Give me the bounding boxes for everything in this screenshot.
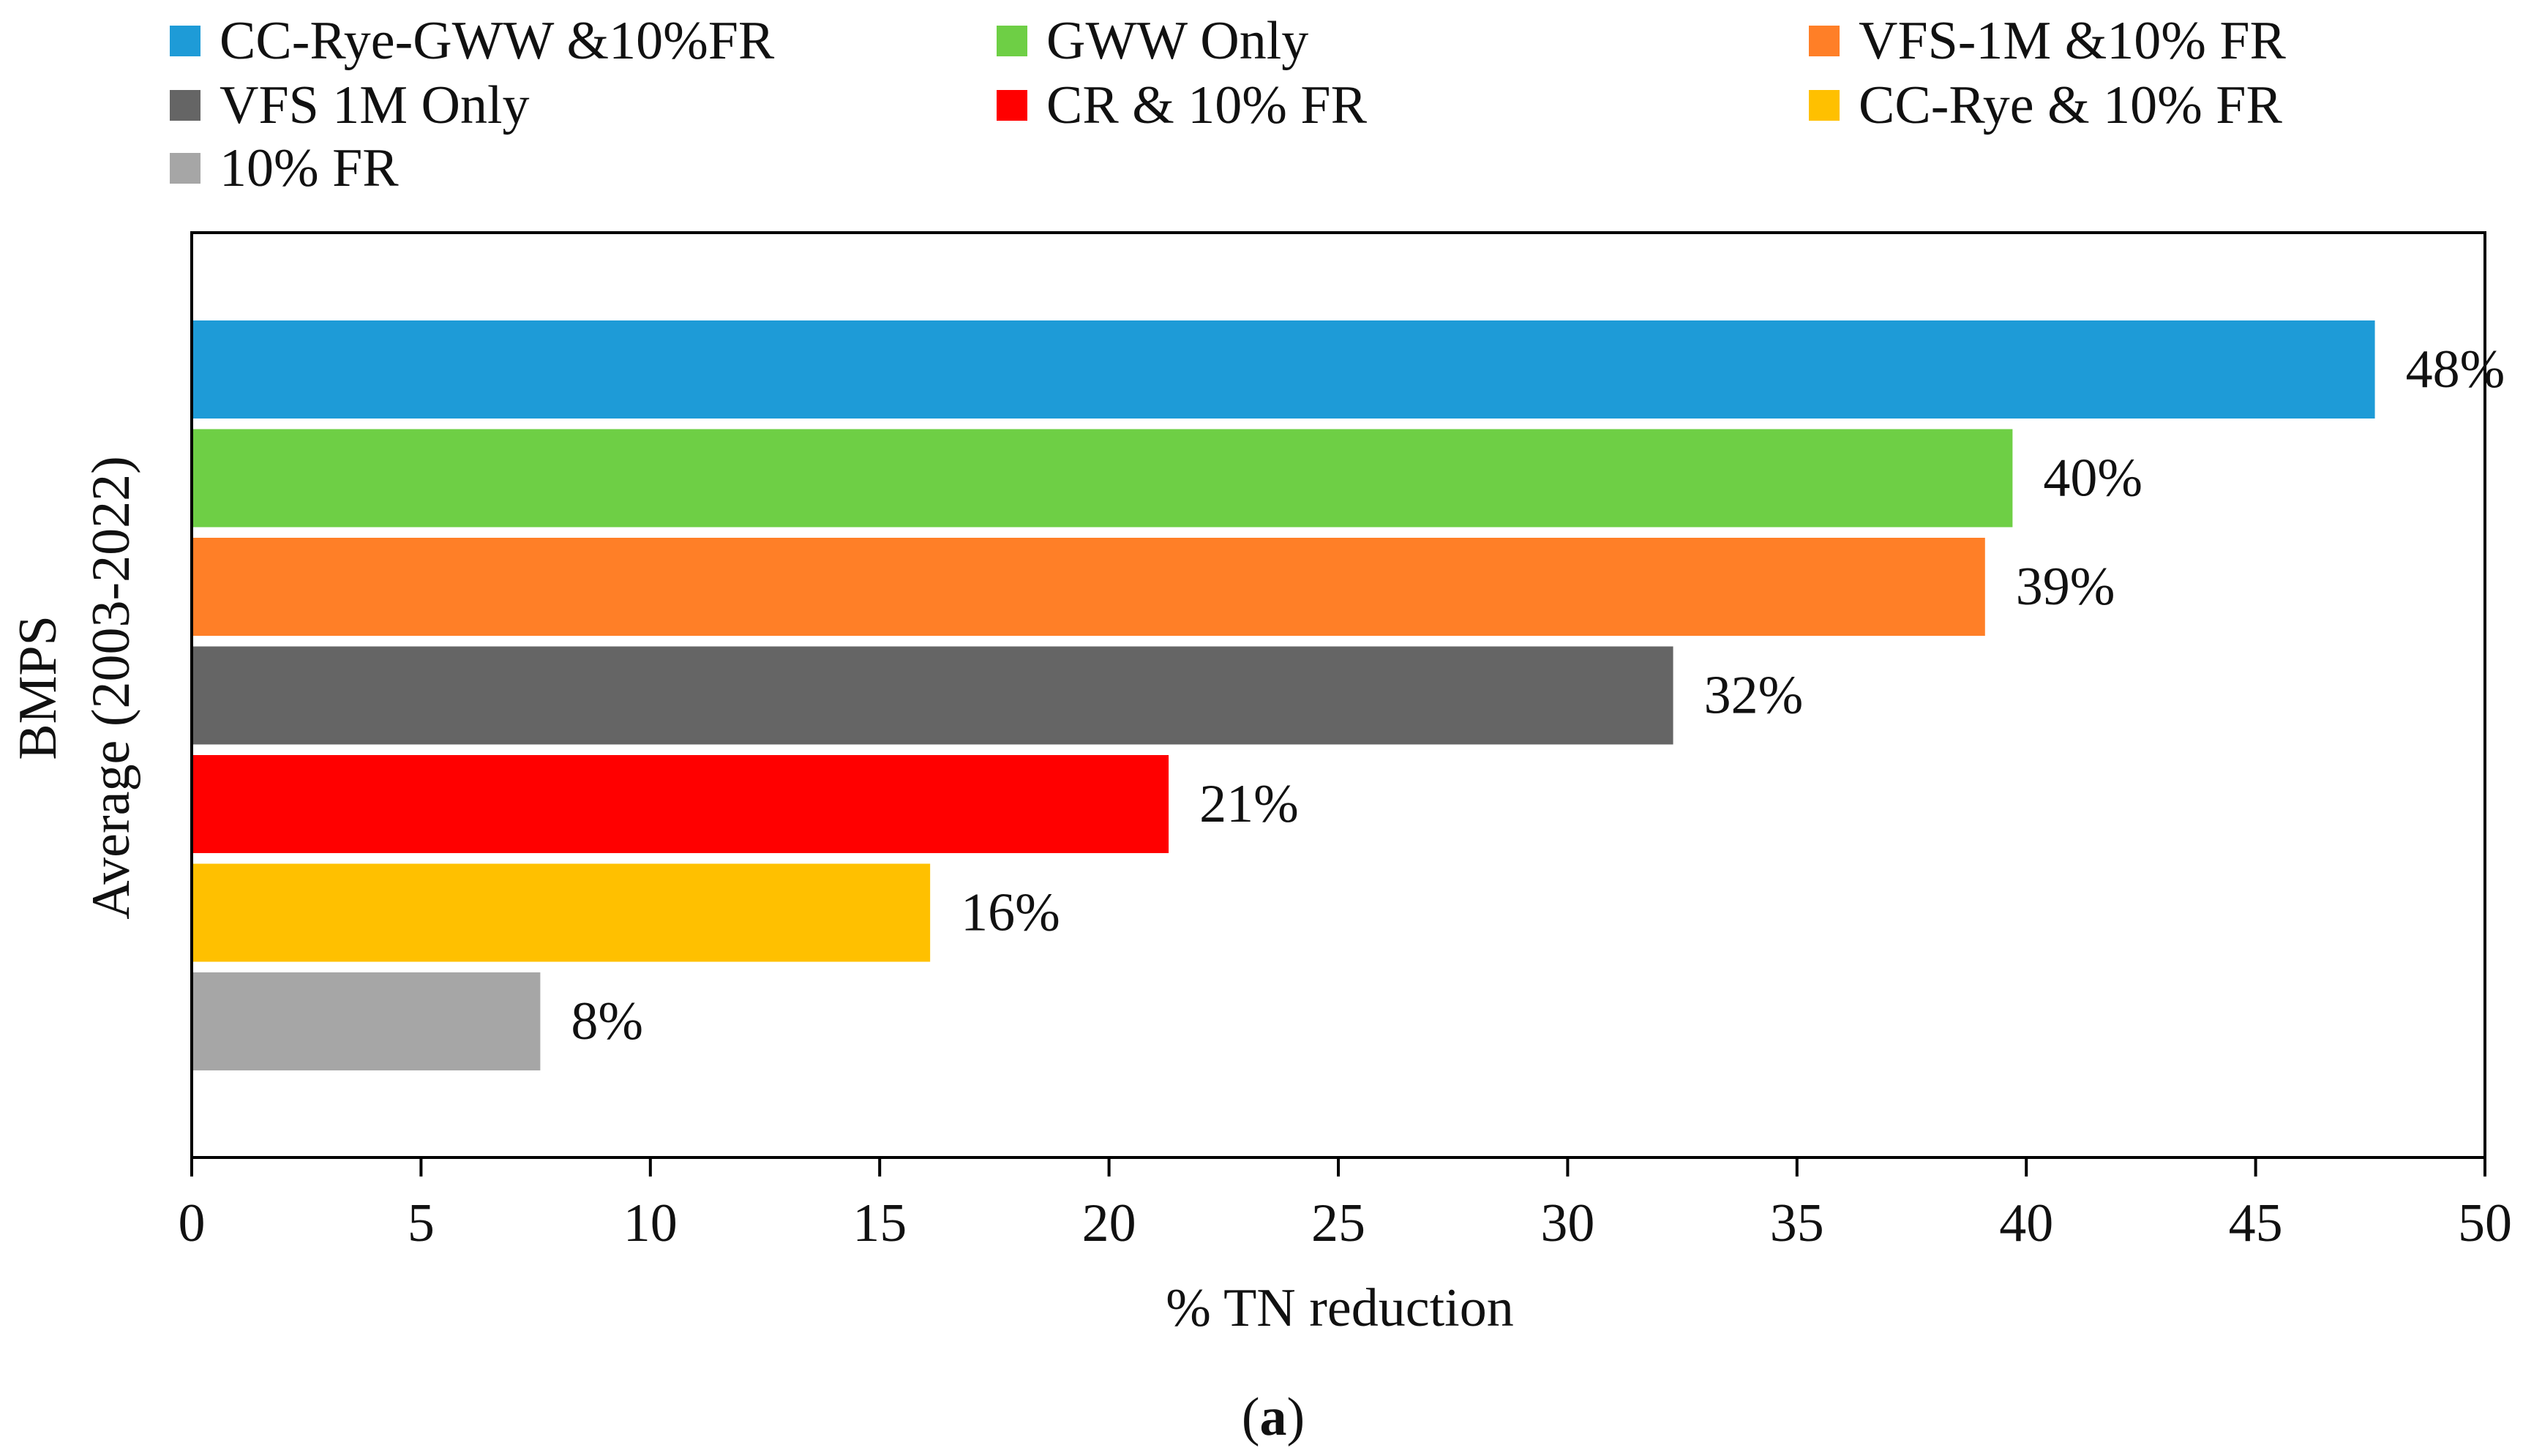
legend-swatch — [170, 153, 200, 184]
x-tick-label: 5 — [408, 1193, 435, 1253]
bar-1 — [193, 320, 2375, 419]
data-label-1: 48% — [2406, 339, 2505, 399]
bar-4 — [193, 646, 1673, 745]
legend-swatch — [1809, 90, 1840, 121]
legend-item-4: VFS 1M Only — [170, 76, 530, 135]
bar-2 — [193, 429, 2013, 528]
bar-7 — [193, 972, 541, 1070]
x-axis-title: % TN reduction — [1166, 1278, 1513, 1338]
legend-swatch — [170, 26, 200, 56]
legend-label: CC-Rye & 10% FR — [1859, 75, 2282, 135]
bar-5 — [193, 755, 1169, 853]
x-tick-label: 45 — [2229, 1193, 2283, 1253]
x-tick-label: 50 — [2458, 1193, 2512, 1253]
legend-item-1: CC-Rye-GWW &10%FR — [170, 12, 774, 70]
legend-item-3: VFS-1M &10% FR — [1809, 12, 2286, 70]
x-tick-label: 30 — [1540, 1193, 1594, 1253]
y-axis-title-line-1: BMPS — [8, 615, 68, 759]
x-tick-label: 10 — [623, 1193, 678, 1253]
legend-swatch — [997, 26, 1027, 56]
bar-6 — [193, 863, 931, 962]
x-tick-label: 15 — [852, 1193, 907, 1253]
data-label-3: 39% — [2016, 557, 2115, 617]
data-label-5: 21% — [1199, 774, 1299, 834]
y-axis-title-line-2: Average (2003-2022) — [81, 456, 141, 920]
data-label-7: 8% — [571, 991, 643, 1051]
legend-item-5: CR & 10% FR — [997, 76, 1367, 135]
x-tick-label: 20 — [1082, 1193, 1136, 1253]
legend-label: CR & 10% FR — [1046, 75, 1367, 135]
legend-label: VFS-1M &10% FR — [1859, 11, 2286, 71]
legend-item-2: GWW Only — [997, 12, 1308, 70]
legend-item-7: 10% FR — [170, 139, 399, 198]
x-tick-label: 25 — [1311, 1193, 1365, 1253]
data-label-6: 16% — [961, 883, 1060, 943]
legend-swatch — [997, 90, 1027, 121]
legend-swatch — [1809, 26, 1840, 56]
data-label-2: 40% — [2043, 449, 2143, 509]
legend-item-6: CC-Rye & 10% FR — [1809, 76, 2282, 135]
figure-caption: (a) — [1241, 1387, 1305, 1447]
legend-label: CC-Rye-GWW &10%FR — [220, 11, 775, 71]
legend-label: GWW Only — [1046, 11, 1309, 71]
x-tick-label: 40 — [1999, 1193, 2053, 1253]
bar-3 — [193, 538, 1985, 636]
legend-swatch — [170, 90, 200, 121]
legend-label: 10% FR — [220, 138, 399, 198]
x-tick-label: 0 — [179, 1193, 206, 1253]
legend-label: VFS 1M Only — [220, 75, 530, 135]
data-label-4: 32% — [1704, 666, 1804, 726]
x-tick-label: 35 — [1770, 1193, 1824, 1253]
